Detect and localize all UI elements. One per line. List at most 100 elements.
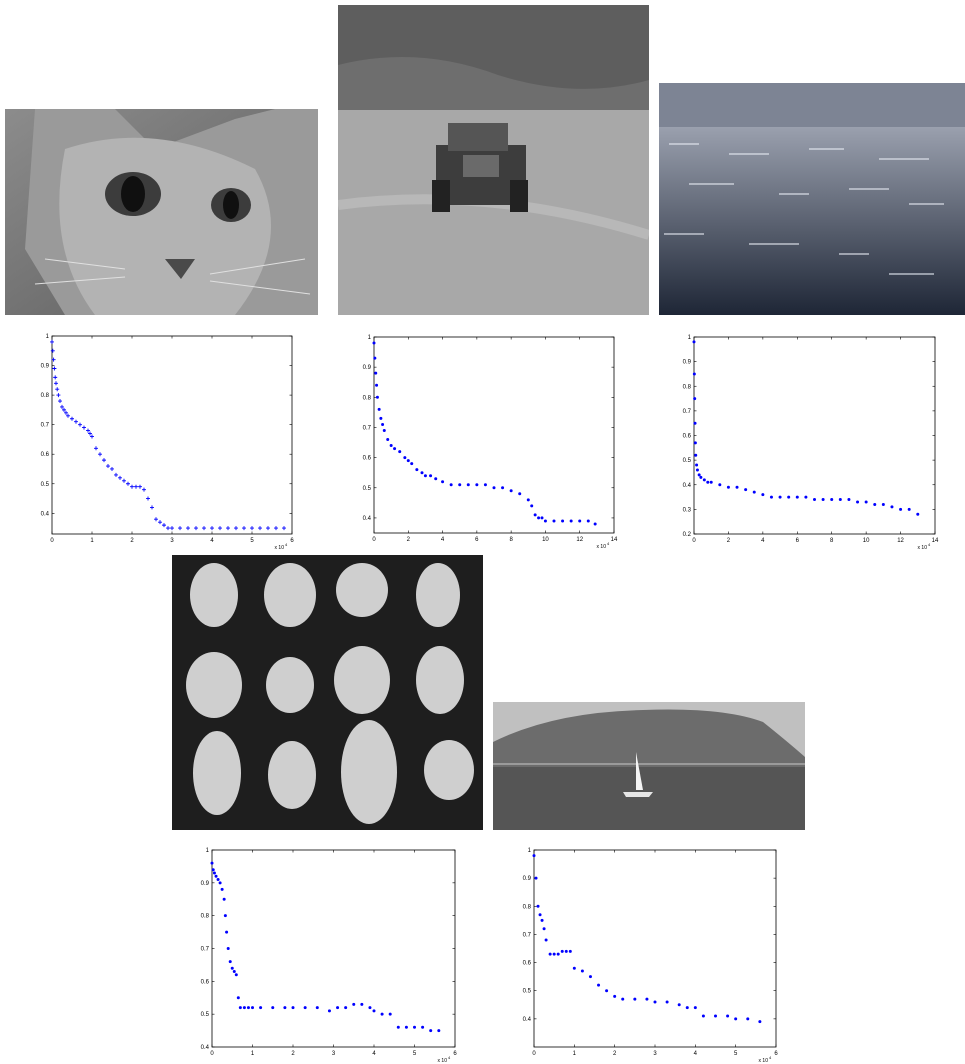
data-point [693, 421, 697, 425]
plot-5: 0 1 2 3 4 5 6 0.4 0.5 0.6 0.7 0.8 0.9 1 x 10 4 [510, 842, 785, 1064]
x-tick-label: 0 [372, 537, 376, 543]
data-point [735, 485, 739, 489]
data-point [434, 477, 438, 481]
x-tick-label: 5 [734, 1051, 738, 1057]
data-point [50, 339, 54, 344]
data-point [769, 495, 773, 499]
data-point [225, 930, 229, 934]
data-point [552, 519, 556, 523]
data-point [218, 526, 222, 531]
data-point [210, 526, 214, 531]
data-point [778, 495, 782, 499]
data-point [533, 513, 537, 517]
x-exponent-power: 4 [769, 1055, 772, 1060]
data-point [429, 474, 433, 478]
x-exponent-label: x 10 [597, 544, 607, 550]
data-point [303, 1006, 307, 1010]
x-tick-label: 2 [130, 538, 134, 544]
data-point [373, 356, 377, 360]
data-point [706, 480, 710, 484]
y-tick-label: 0.4 [41, 511, 50, 517]
data-point [613, 994, 617, 998]
data-point [110, 466, 114, 471]
data-point [429, 1029, 433, 1033]
data-point [483, 483, 487, 487]
data-point [701, 1014, 705, 1018]
data-point [150, 505, 154, 510]
data-point [122, 478, 126, 483]
data-point [238, 1006, 242, 1010]
data-point [266, 526, 270, 531]
sea-photo-icon [659, 83, 965, 315]
data-point [90, 434, 94, 439]
data-point [899, 507, 903, 511]
data-point [692, 340, 696, 344]
y-tick-label: 0.9 [523, 876, 532, 882]
data-point [212, 871, 216, 875]
potatoes-photo [172, 555, 483, 830]
data-point [226, 947, 230, 950]
y-tick-label: 0.8 [523, 904, 532, 910]
data-point [134, 484, 138, 489]
data-point [158, 520, 162, 525]
data-point [214, 874, 218, 878]
data-point [441, 480, 445, 484]
data-point [118, 475, 122, 480]
data-point [537, 516, 541, 520]
x-tick-label: 6 [774, 1051, 778, 1057]
potatoes-photo-icon [172, 555, 483, 830]
data-point [194, 526, 198, 531]
x-tick-label: 0 [210, 1051, 214, 1057]
x-tick-label: 10 [863, 538, 870, 544]
data-point [916, 512, 920, 516]
data-point [230, 966, 234, 970]
data-point [106, 464, 110, 469]
plot-svg: 0 1 2 3 4 5 60.40.50.60.70.80.91x 104 [523, 848, 779, 1064]
x-tick-label: 2 [613, 1051, 617, 1057]
data-point [274, 526, 278, 531]
data-point [51, 357, 56, 362]
data-point [449, 483, 453, 487]
y-tick-label: 0.9 [683, 360, 692, 366]
data-point [146, 496, 150, 501]
data-point [653, 1000, 657, 1004]
data-point [58, 399, 62, 404]
y-tick-label: 0.9 [363, 365, 372, 371]
data-point [162, 523, 166, 528]
data-point [64, 410, 68, 415]
data-point [398, 450, 402, 454]
data-point [258, 526, 262, 531]
data-point [60, 404, 64, 409]
data-point [178, 526, 182, 531]
data-point [847, 498, 851, 502]
x-tick-label: 6 [475, 537, 479, 543]
data-point [88, 431, 92, 436]
x-exponent-label: x 10 [918, 545, 928, 551]
data-point [70, 416, 74, 421]
data-point [693, 397, 697, 401]
data-point [534, 876, 538, 880]
data-point [714, 1014, 717, 1018]
x-exponent-power: 4 [448, 1055, 451, 1060]
y-tick-label: 0.6 [363, 456, 372, 462]
data-point [548, 952, 552, 956]
data-point [344, 1006, 348, 1010]
data-point [251, 1006, 254, 1010]
x-exponent-label: x 10 [275, 545, 285, 551]
y-tick-label: 0.2 [683, 532, 692, 538]
data-point [787, 495, 791, 499]
y-tick-label: 0.6 [523, 961, 532, 967]
data-point [544, 938, 548, 942]
x-exponent-power: 4 [607, 541, 610, 546]
plot-2: 0 2 4 6 8 10 12 14 0.4 0.5 0.6 0.7 0.8 0.9 1 x 10 4 [350, 330, 620, 552]
plot-svg: 0 1 2 3 4 5 60.40.50.60.70.80.91x 104 [201, 848, 458, 1064]
y-tick-label: 1 [206, 848, 210, 854]
x-tick-label: 3 [170, 538, 174, 544]
data-point [368, 1006, 372, 1010]
data-point [388, 1012, 392, 1016]
data-point [746, 1017, 750, 1021]
data-point [222, 897, 226, 901]
data-point [692, 372, 696, 376]
data-point [538, 913, 542, 917]
plot-1: 0 1 2 3 4 5 6 0.4 0.5 0.6 0.7 0.8 0.9 1 x 10 4 [30, 330, 300, 552]
